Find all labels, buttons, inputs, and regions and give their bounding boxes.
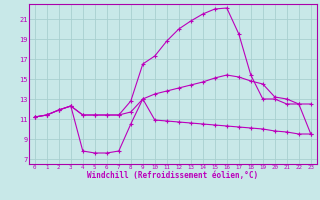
X-axis label: Windchill (Refroidissement éolien,°C): Windchill (Refroidissement éolien,°C) <box>87 171 258 180</box>
